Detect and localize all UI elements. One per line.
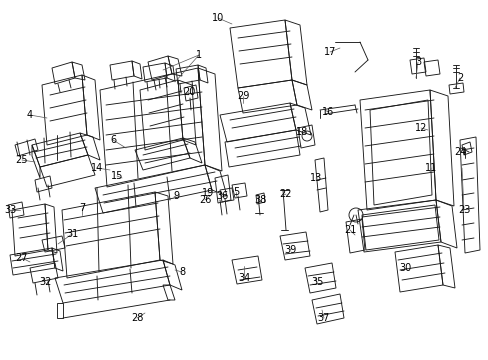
- Text: 5: 5: [232, 187, 239, 197]
- Text: 14: 14: [91, 163, 103, 173]
- Text: 28: 28: [131, 313, 143, 323]
- Text: 34: 34: [237, 273, 250, 283]
- Text: 13: 13: [309, 173, 322, 183]
- Text: 9: 9: [173, 191, 179, 201]
- Text: 39: 39: [284, 245, 296, 255]
- Text: 8: 8: [179, 267, 184, 277]
- Text: 1: 1: [196, 50, 202, 60]
- Text: 15: 15: [111, 171, 123, 181]
- Text: 19: 19: [202, 188, 214, 198]
- Text: 10: 10: [211, 13, 224, 23]
- Text: 26: 26: [199, 195, 211, 205]
- Text: 18: 18: [295, 127, 307, 137]
- Text: 22: 22: [279, 189, 292, 199]
- Text: 12: 12: [414, 123, 427, 133]
- Text: 37: 37: [317, 313, 329, 323]
- Text: 36: 36: [215, 191, 228, 201]
- Text: 33: 33: [4, 205, 16, 215]
- Text: 29: 29: [236, 91, 249, 101]
- Text: 30: 30: [398, 263, 410, 273]
- Text: 21: 21: [343, 225, 355, 235]
- Text: 2: 2: [456, 73, 462, 83]
- Text: 24: 24: [453, 147, 465, 157]
- Text: 23: 23: [457, 205, 469, 215]
- Text: 25: 25: [16, 155, 28, 165]
- Text: 11: 11: [424, 163, 436, 173]
- Text: 31: 31: [66, 229, 78, 239]
- Text: 3: 3: [414, 57, 420, 67]
- Text: 38: 38: [253, 195, 265, 205]
- Text: 32: 32: [39, 277, 51, 287]
- Text: 16: 16: [321, 107, 333, 117]
- Text: 7: 7: [79, 203, 85, 213]
- Text: 27: 27: [16, 253, 28, 263]
- Text: 20: 20: [183, 87, 195, 97]
- Text: 17: 17: [323, 47, 336, 57]
- Text: 6: 6: [110, 135, 116, 145]
- Text: 35: 35: [310, 277, 323, 287]
- Text: 4: 4: [27, 110, 33, 120]
